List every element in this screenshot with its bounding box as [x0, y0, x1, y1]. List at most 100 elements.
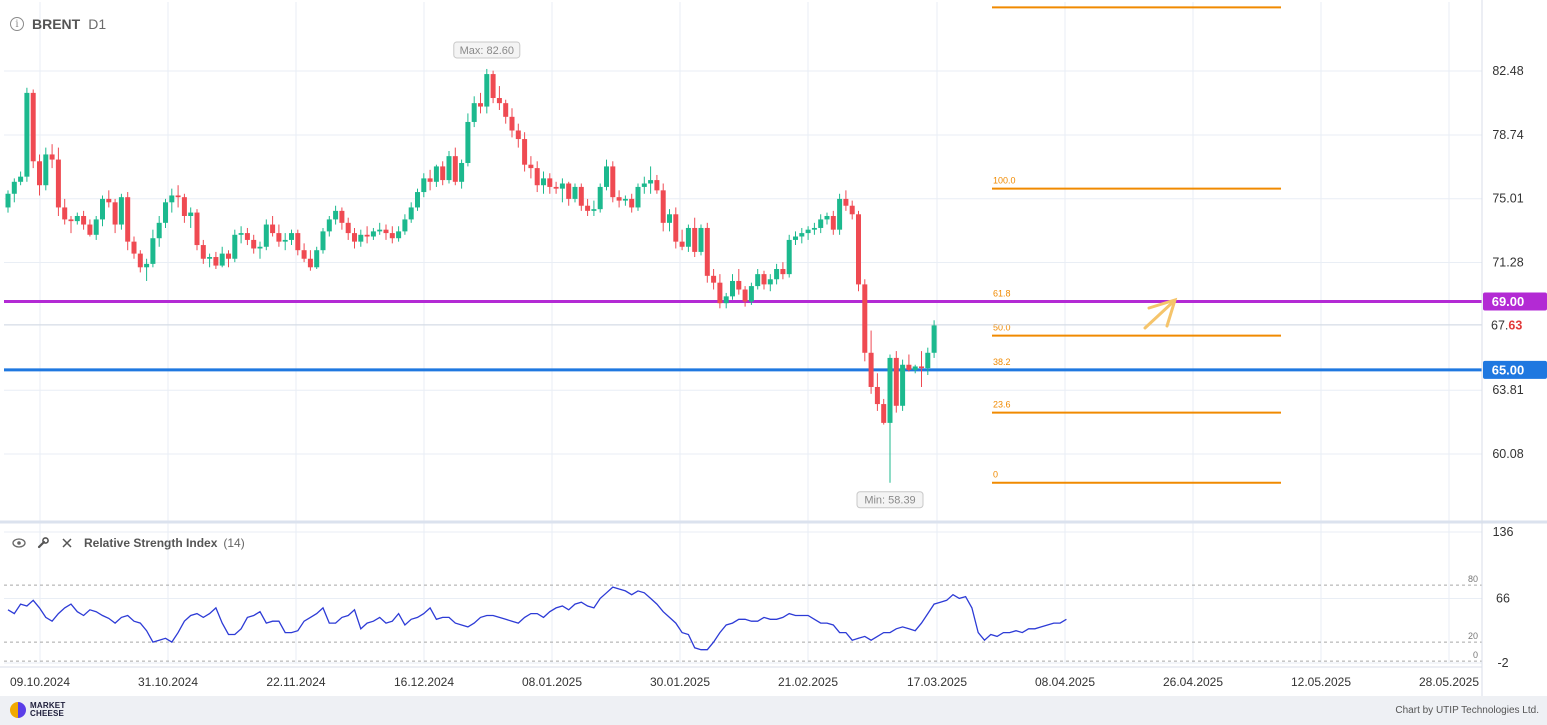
candle-body — [244, 233, 250, 240]
eye-icon[interactable] — [10, 534, 28, 552]
candle — [100, 195, 105, 227]
candle-body — [478, 103, 483, 107]
candle — [641, 176, 647, 194]
candle-body — [667, 214, 672, 223]
candle — [534, 161, 540, 193]
candle-body — [55, 159, 61, 208]
candle — [226, 250, 231, 268]
candle — [887, 354, 893, 483]
candle-body — [723, 296, 729, 304]
candle-body — [534, 168, 540, 186]
level-price-label: 69.00 — [1492, 294, 1525, 309]
price-tick-label: 60.08 — [1492, 447, 1523, 461]
wrench-icon[interactable] — [34, 534, 52, 552]
candle-body — [610, 166, 616, 198]
candle — [478, 92, 483, 114]
candle-body — [591, 209, 597, 211]
candle — [352, 227, 357, 249]
candle-body — [24, 92, 30, 177]
timeframe-label[interactable]: D1 — [88, 16, 107, 32]
rsi-period: (14) — [223, 536, 245, 550]
info-icon[interactable]: i — [10, 17, 24, 31]
candle — [843, 190, 849, 211]
candle — [856, 210, 861, 292]
candle-body — [175, 195, 181, 198]
candle-body — [43, 154, 49, 186]
candle-body — [137, 253, 143, 268]
candle — [383, 224, 389, 240]
fib-level-label: 50.0 — [993, 323, 1011, 333]
symbol-label: BRENT — [32, 16, 81, 32]
candle-body — [919, 366, 924, 369]
candle-body — [408, 207, 414, 220]
candle-body — [333, 210, 339, 220]
candle-body — [553, 186, 559, 189]
candle-body — [503, 103, 509, 117]
candle-body — [893, 357, 899, 406]
current-price-tail: 63 — [1508, 318, 1522, 332]
candle — [717, 274, 723, 309]
candle-body — [30, 92, 36, 162]
candle — [515, 123, 521, 148]
axes: 09.10.2024 31.10.2024 22.11.2024 16.12.2024… — [0, 0, 1547, 696]
candle — [106, 190, 112, 208]
candle — [320, 227, 326, 254]
candle-body — [912, 366, 918, 370]
rsi-level-label: 20 — [1468, 631, 1478, 641]
candle — [774, 263, 780, 285]
fibonacci-retracement: 100.0 61.8 50.0 38.2 23.6 0 — [992, 6, 1281, 484]
candle — [81, 210, 87, 230]
candle — [465, 113, 471, 167]
min-label-box — [856, 491, 924, 509]
candle — [484, 68, 490, 114]
candle-body — [295, 233, 301, 251]
candle — [597, 183, 603, 213]
chart-credit[interactable]: Chart by UTIP Technologies Ltd. — [1395, 705, 1539, 716]
candle — [377, 222, 383, 235]
arrow-shaft — [1143, 300, 1175, 330]
candle — [471, 96, 477, 128]
brand-logo[interactable]: MARKET CHEESE — [10, 702, 65, 718]
candle — [11, 178, 17, 203]
candle — [131, 236, 137, 259]
candle — [509, 108, 515, 138]
candle-body — [415, 192, 420, 208]
candle-body — [188, 212, 194, 216]
candle — [30, 89, 36, 169]
candle-body — [484, 74, 490, 107]
candle — [37, 154, 42, 196]
candle-body — [509, 116, 515, 131]
candle-body — [805, 229, 811, 234]
candle — [805, 226, 811, 240]
candle-body — [830, 215, 836, 230]
candle-body — [711, 275, 717, 283]
candle-body — [194, 212, 200, 246]
candle-body — [314, 250, 320, 268]
candle-body — [635, 186, 641, 208]
x-tick-label: 28.05.2025 — [1419, 675, 1479, 689]
candle — [289, 229, 294, 246]
candle — [200, 239, 206, 264]
annotations: Max: 82.60 Min: 58.39 — [453, 41, 1178, 509]
candle-body — [925, 352, 931, 369]
candle — [786, 234, 792, 278]
candle-body — [541, 178, 546, 186]
candle-body — [433, 166, 439, 182]
candle-body — [559, 183, 565, 189]
candle — [730, 274, 735, 300]
current-price-main: 67. — [1491, 318, 1508, 332]
fib-level-label: 38.2 — [993, 357, 1011, 367]
candle-body — [780, 268, 786, 275]
candle — [402, 214, 408, 235]
candle — [616, 190, 622, 208]
candle — [282, 233, 288, 251]
candle — [767, 274, 773, 292]
candle — [931, 320, 937, 358]
close-icon[interactable] — [58, 534, 76, 552]
candle-body — [648, 180, 654, 184]
candle-body — [824, 215, 830, 220]
candle — [333, 205, 339, 225]
candle-body — [811, 227, 817, 230]
candle-body — [289, 233, 294, 240]
